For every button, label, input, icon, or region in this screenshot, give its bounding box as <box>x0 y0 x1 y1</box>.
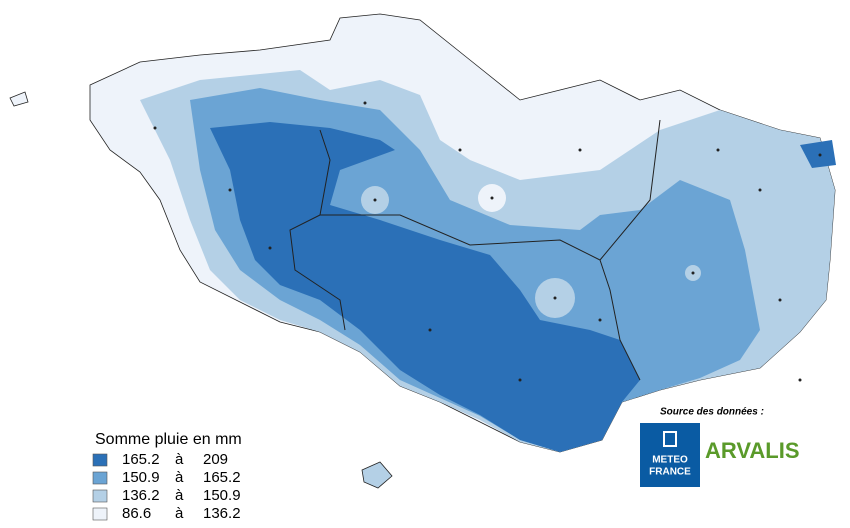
legend-to: 150.9 <box>203 487 241 504</box>
legend-from: 86.6 <box>122 505 151 522</box>
legend: 165.2 à 209 150.9 à 165.2 136.2 à 150.9 86.6 à 136.… <box>92 451 241 522</box>
legend-separator: à <box>175 487 184 504</box>
island <box>361 461 393 489</box>
arvalis-logo: ARVALIS <box>705 438 800 463</box>
department-border <box>289 119 661 381</box>
legend-title: Somme pluie en mm <box>95 431 242 448</box>
legend-from: 165.2 <box>122 451 160 468</box>
legend-to: 209 <box>203 451 228 468</box>
legend-to: 136.2 <box>203 505 241 522</box>
legend-to: 165.2 <box>203 469 241 486</box>
zone-high <box>800 140 836 168</box>
meteo-france-logo <box>640 423 700 487</box>
logo-icon <box>663 431 677 447</box>
legend-from: 150.9 <box>122 469 160 486</box>
legend-separator: à <box>175 469 184 486</box>
legend-from: 136.2 <box>122 487 160 504</box>
legend-separator: à <box>175 505 184 522</box>
legend-swatch <box>92 489 108 503</box>
legend-separator: à <box>175 451 184 468</box>
island <box>9 91 29 107</box>
legend-swatch <box>92 453 108 467</box>
source-label: Source des données : <box>660 407 764 418</box>
legend-swatch <box>92 471 108 485</box>
logo-text: FRANCE <box>649 467 691 478</box>
stations <box>153 101 822 382</box>
region-map <box>9 13 836 489</box>
logo-text: METEO <box>652 455 688 466</box>
legend-swatch <box>92 507 108 521</box>
zone-high <box>210 122 640 452</box>
